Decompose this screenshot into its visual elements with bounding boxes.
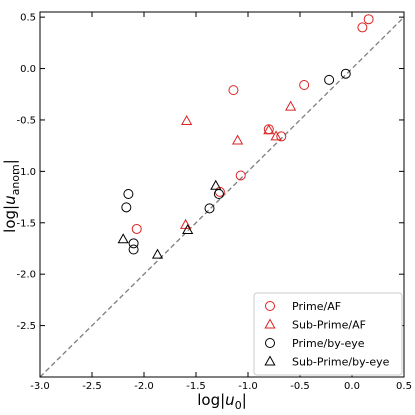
point-prime-af bbox=[299, 80, 310, 90]
x-axis: -3.0 -2.5 -2.0 -1.5 -1.0 -0.5 0.0 0.5 bbox=[30, 12, 412, 392]
x-tick-label: 0.5 bbox=[396, 381, 412, 392]
legend-marker-prime-af bbox=[265, 301, 275, 311]
point-sub-prime-af bbox=[181, 114, 193, 125]
legend-label-sub-prime-af: Sub-Prime/AF bbox=[292, 319, 366, 332]
point-prime-by-eye bbox=[128, 238, 139, 249]
point-prime-by-eye bbox=[128, 244, 139, 255]
plot-area bbox=[39, 11, 405, 378]
y-tick-label: -2.5 bbox=[16, 321, 36, 332]
x-axis-label-subscript: 0 bbox=[235, 399, 242, 412]
x-tick-label: -0.5 bbox=[290, 381, 310, 392]
reference-line bbox=[40, 16, 404, 377]
point-sub-prime-by-eye bbox=[210, 179, 222, 190]
x-tick-label: -1.0 bbox=[238, 381, 258, 392]
point-prime-by-eye bbox=[204, 203, 215, 214]
data-points-layer bbox=[117, 14, 374, 259]
point-prime-by-eye bbox=[324, 74, 335, 85]
y-tick-label: -1.0 bbox=[16, 167, 36, 178]
point-prime-af bbox=[131, 223, 142, 234]
y-axis-label-suffix: | bbox=[1, 159, 19, 164]
y-tick-label: -1.5 bbox=[16, 218, 36, 229]
y-axis-label-prefix: log| bbox=[1, 205, 19, 233]
point-sub-prime-by-eye bbox=[117, 233, 129, 244]
legend-label-prime-by-eye: Prime/by-eye bbox=[292, 337, 365, 350]
legend-marker-sub-prime-af bbox=[264, 318, 276, 329]
y-tick-label: 0.0 bbox=[20, 64, 36, 75]
point-sub-prime-by-eye bbox=[182, 223, 194, 234]
point-sub-prime-by-eye bbox=[151, 248, 164, 259]
legend-marker-sub-prime-by-eye bbox=[264, 355, 276, 366]
legend: Prime/AF Sub-Prime/AF Prime/by-eye Sub-Prim… bbox=[253, 292, 403, 376]
point-sub-prime-af bbox=[270, 130, 282, 141]
x-axis-label-prefix: log| bbox=[197, 391, 225, 409]
point-prime-af bbox=[235, 170, 246, 181]
point-sub-prime-af bbox=[231, 134, 244, 145]
point-prime-by-eye bbox=[340, 68, 351, 79]
legend-label-sub-prime-by-eye: Sub-Prime/by-eye bbox=[292, 356, 390, 369]
point-prime-by-eye bbox=[121, 202, 132, 213]
point-prime-af bbox=[363, 14, 374, 25]
x-tick-label: 0.0 bbox=[344, 381, 360, 392]
legend-marker-prime-by-eye bbox=[265, 338, 275, 348]
point-prime-af bbox=[276, 131, 287, 142]
y-axis: -2.5 -2.0 -1.5 -1.0 -0.5 0.0 0.5 bbox=[16, 13, 404, 332]
legend-label-prime-af: Prime/AF bbox=[292, 300, 341, 313]
point-prime-af bbox=[357, 22, 368, 33]
x-axis-label-suffix: | bbox=[242, 391, 247, 409]
y-axis-label-subscript: anom bbox=[9, 164, 22, 195]
plot-frame bbox=[39, 11, 405, 378]
reference-line-layer bbox=[40, 16, 404, 377]
y-tick-label: -0.5 bbox=[16, 115, 36, 126]
y-axis-label-variable: u bbox=[1, 195, 19, 205]
y-axis-label: log|uanom| bbox=[1, 159, 22, 233]
x-tick-label: -2.0 bbox=[134, 381, 154, 392]
point-prime-by-eye bbox=[123, 188, 134, 199]
point-sub-prime-af bbox=[263, 124, 275, 135]
x-tick-label: -1.5 bbox=[186, 381, 206, 392]
x-axis-label-variable: u bbox=[225, 391, 235, 409]
y-tick-label: 0.5 bbox=[20, 13, 36, 24]
legend-box bbox=[253, 292, 403, 376]
y-tick-label: -2.0 bbox=[16, 270, 36, 281]
x-tick-label: -3.0 bbox=[30, 381, 50, 392]
point-prime-af bbox=[228, 85, 239, 96]
x-axis-label: log|u0| bbox=[197, 391, 247, 412]
x-tick-label: -2.5 bbox=[82, 381, 102, 392]
point-sub-prime-af bbox=[285, 100, 297, 111]
